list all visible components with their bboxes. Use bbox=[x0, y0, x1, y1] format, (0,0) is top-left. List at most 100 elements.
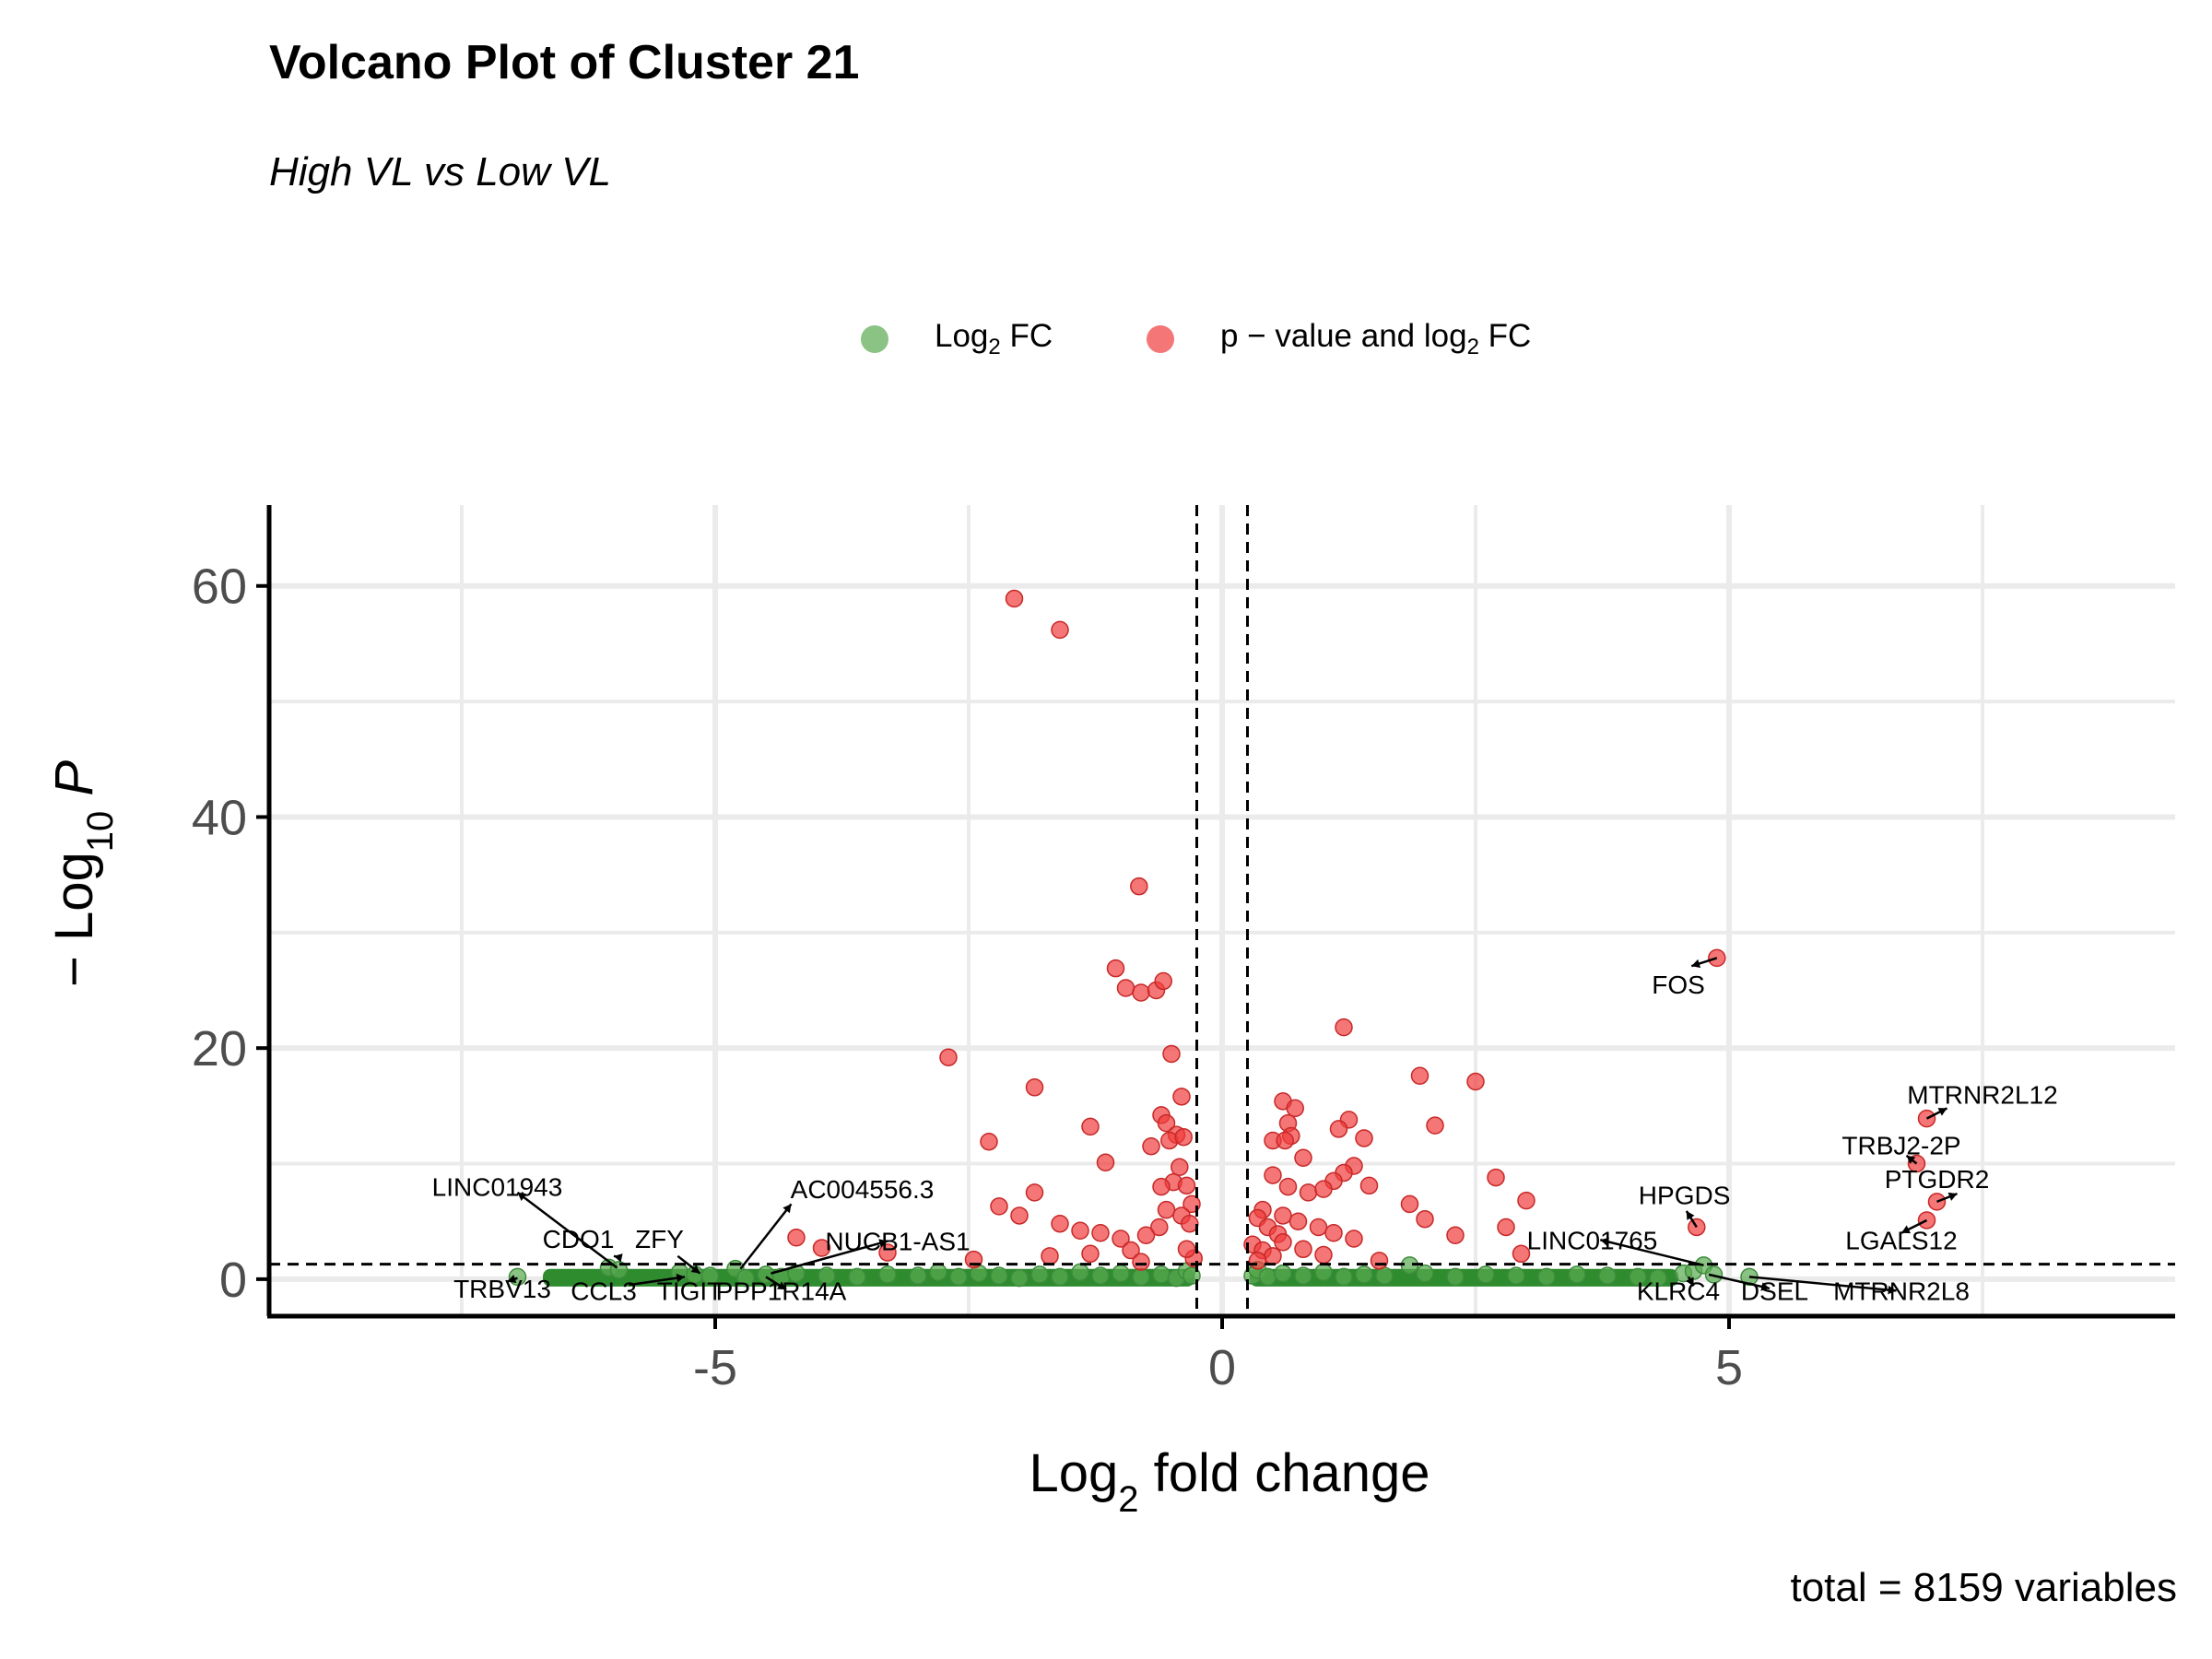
point-pvalue-log2fc bbox=[1314, 1245, 1333, 1265]
point-pvalue-log2fc bbox=[939, 1048, 958, 1066]
gene-label: PPP1R14A bbox=[716, 1277, 847, 1305]
gene-label: MTRNR2L12 bbox=[1907, 1080, 2057, 1109]
point-pvalue-log2fc bbox=[980, 1132, 998, 1151]
point-pvalue-log2fc bbox=[1005, 589, 1024, 608]
point-pvalue-log2fc bbox=[1248, 1252, 1267, 1270]
legend: Log2 FC p − value and log2 FC bbox=[0, 312, 2212, 367]
label-connector bbox=[1708, 1273, 1771, 1290]
point-pvalue-log2fc bbox=[1150, 1218, 1169, 1237]
point-log2fc bbox=[1629, 1267, 1647, 1287]
point-log2fc bbox=[1375, 1266, 1394, 1285]
gene-label: ZFY bbox=[635, 1225, 684, 1253]
point-pvalue-log2fc bbox=[1276, 1131, 1294, 1150]
point-pvalue-log2fc bbox=[1410, 1066, 1430, 1086]
point-pvalue-log2fc bbox=[1157, 1200, 1176, 1219]
point-pvalue-log2fc bbox=[1446, 1226, 1465, 1245]
x-tick-label: 0 bbox=[1208, 1340, 1236, 1395]
label-arrowhead bbox=[676, 1273, 685, 1283]
point-pvalue-log2fc bbox=[1010, 1206, 1029, 1225]
point-pvalue-log2fc bbox=[1335, 1018, 1353, 1037]
gene-label: CCL3 bbox=[571, 1277, 637, 1305]
point-pvalue-log2fc bbox=[1051, 620, 1069, 640]
data-points bbox=[508, 589, 1947, 1288]
tick-labels: 0 20 40 60 -5 0 5 bbox=[192, 559, 1743, 1395]
label-arrowhead bbox=[1901, 1225, 1911, 1234]
label-connector bbox=[739, 1203, 793, 1270]
point-pvalue-log2fc bbox=[1142, 1136, 1160, 1156]
gene-label: FOS bbox=[1652, 971, 1705, 999]
chart-subtitle: High VL vs Low VL bbox=[269, 149, 611, 194]
point-pvalue-log2fc bbox=[1171, 1158, 1189, 1177]
label-arrowhead bbox=[614, 1253, 623, 1263]
grid bbox=[269, 505, 2175, 1316]
gene-label: NUCB1-AS1 bbox=[825, 1228, 970, 1256]
y-tick-label: 0 bbox=[219, 1253, 247, 1308]
cutoff-lines bbox=[269, 505, 2175, 1316]
point-log2fc bbox=[929, 1263, 947, 1282]
point-pvalue-log2fc bbox=[1122, 1241, 1140, 1260]
legend-key-pvalue-log2fc bbox=[1147, 325, 1174, 353]
label-arrowhead bbox=[517, 1192, 527, 1201]
point-pvalue-log2fc bbox=[1309, 1218, 1328, 1237]
label-arrowhead bbox=[1947, 1192, 1958, 1201]
legend-item-pvalue-log2fc: p − value and log2 FC bbox=[1147, 312, 1531, 367]
x-tick-label: -5 bbox=[693, 1340, 737, 1395]
point-pvalue-log2fc bbox=[1152, 1177, 1171, 1196]
label-arrowhead bbox=[507, 1275, 517, 1284]
point-log2fc bbox=[1112, 1264, 1130, 1283]
point-pvalue-log2fc bbox=[1274, 1233, 1292, 1252]
point-pvalue-log2fc bbox=[1106, 959, 1125, 978]
label-arrowhead bbox=[1906, 1155, 1916, 1164]
point-pvalue-log2fc bbox=[1314, 1180, 1333, 1198]
point-pvalue-log2fc bbox=[1177, 1176, 1196, 1195]
point-pvalue-log2fc bbox=[1116, 979, 1135, 997]
point-pvalue-log2fc bbox=[1154, 971, 1172, 991]
label-connector bbox=[1748, 1276, 1897, 1292]
point-pvalue-log2fc bbox=[1132, 983, 1150, 1002]
gene-label: TIGIT bbox=[657, 1277, 724, 1305]
point-log2fc bbox=[1355, 1265, 1373, 1284]
point-log2fc bbox=[1030, 1265, 1049, 1284]
point-log2fc bbox=[818, 1266, 836, 1285]
label-connector bbox=[1600, 1239, 1704, 1267]
point-pvalue-log2fc bbox=[1299, 1183, 1318, 1202]
point-pvalue-log2fc bbox=[1181, 1214, 1199, 1233]
point-pvalue-log2fc bbox=[1025, 1078, 1044, 1097]
chart-title: Volcano Plot of Cluster 21 bbox=[269, 36, 860, 89]
point-pvalue-log2fc bbox=[1264, 1166, 1282, 1184]
label-arrowhead bbox=[777, 1281, 786, 1290]
point-pvalue-log2fc bbox=[812, 1239, 831, 1257]
y-tick-label: 20 bbox=[192, 1021, 247, 1077]
point-pvalue-log2fc bbox=[1517, 1191, 1535, 1210]
point-log2fc bbox=[949, 1267, 968, 1287]
point-pvalue-log2fc bbox=[1264, 1247, 1282, 1265]
point-log2fc bbox=[878, 1265, 897, 1284]
point-pvalue-log2fc bbox=[1081, 1244, 1100, 1264]
label-arrowhead bbox=[1686, 1210, 1695, 1220]
y-axis-title: − Log10 P bbox=[44, 760, 121, 987]
point-pvalue-log2fc bbox=[1416, 1209, 1434, 1229]
x-axis-title: Log2 fold change bbox=[1029, 1443, 1430, 1520]
point-pvalue-log2fc bbox=[1286, 1099, 1304, 1118]
point-pvalue-log2fc bbox=[1324, 1223, 1343, 1242]
point-log2fc bbox=[1091, 1266, 1110, 1285]
point-pvalue-log2fc bbox=[1370, 1252, 1389, 1270]
gene-label: TRBJ2-2P bbox=[1841, 1131, 1960, 1159]
legend-key-log2fc bbox=[861, 325, 888, 353]
gene-label: KLRC4 bbox=[1637, 1277, 1720, 1305]
label-arrowhead bbox=[1937, 1108, 1947, 1116]
gene-label: PTGDR2 bbox=[1885, 1165, 1990, 1194]
point-pvalue-log2fc bbox=[1071, 1221, 1089, 1240]
y-tick-label: 60 bbox=[192, 559, 247, 615]
point-log2fc bbox=[1537, 1267, 1556, 1287]
point-pvalue-log2fc bbox=[787, 1229, 806, 1247]
point-log2fc bbox=[1274, 1264, 1292, 1283]
point-pvalue-log2fc bbox=[1274, 1206, 1292, 1225]
label-arrowhead bbox=[1691, 959, 1701, 969]
point-pvalue-log2fc bbox=[1177, 1240, 1196, 1259]
legend-label-log2fc: Log2 FC bbox=[935, 318, 1053, 359]
point-pvalue-log2fc bbox=[1162, 1044, 1181, 1064]
gene-label: HPGDS bbox=[1639, 1181, 1731, 1209]
point-log2fc bbox=[700, 1266, 720, 1285]
point-log2fc bbox=[1507, 1266, 1525, 1285]
